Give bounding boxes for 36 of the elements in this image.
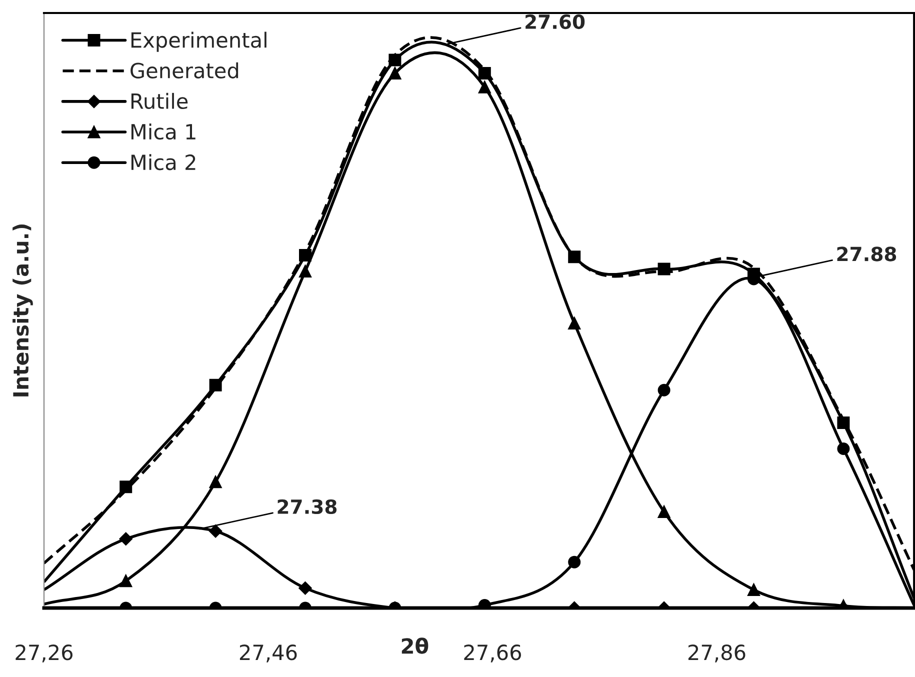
x-tick-label: 27,26	[16, 644, 73, 662]
annotation: 27.88	[837, 246, 896, 262]
legend-label: Mica 2	[131, 154, 196, 170]
point	[478, 80, 491, 94]
point	[120, 574, 132, 588]
point	[119, 532, 132, 546]
point	[298, 582, 312, 595]
x-tick-label: 27,66	[464, 644, 522, 662]
point	[747, 584, 760, 596]
point	[837, 416, 850, 430]
annotation: 27.60	[526, 14, 585, 30]
point	[658, 384, 670, 396]
point	[388, 54, 402, 66]
x-tick-label: 27,86	[688, 644, 746, 662]
point	[658, 506, 670, 518]
point	[208, 524, 222, 538]
legend-label: Rutile	[131, 92, 188, 110]
point	[568, 250, 581, 264]
legend-label: Generated	[130, 62, 238, 78]
point	[478, 67, 491, 80]
legend-label: Experimental	[131, 32, 266, 52]
point	[299, 248, 312, 262]
annotation: 27.38	[278, 499, 337, 514]
point	[209, 378, 222, 392]
point	[299, 264, 312, 278]
point	[120, 480, 132, 494]
point	[209, 476, 222, 488]
x-tick-label: 27,46	[240, 644, 297, 662]
x-axis-title: 2θ	[402, 638, 428, 654]
point	[837, 442, 850, 455]
point	[388, 67, 402, 80]
legend-label: Mica 1	[131, 123, 196, 140]
point	[568, 316, 581, 330]
point	[568, 556, 581, 568]
point	[658, 262, 670, 276]
y-axis-title: Intensity (a.u.)	[12, 224, 33, 396]
